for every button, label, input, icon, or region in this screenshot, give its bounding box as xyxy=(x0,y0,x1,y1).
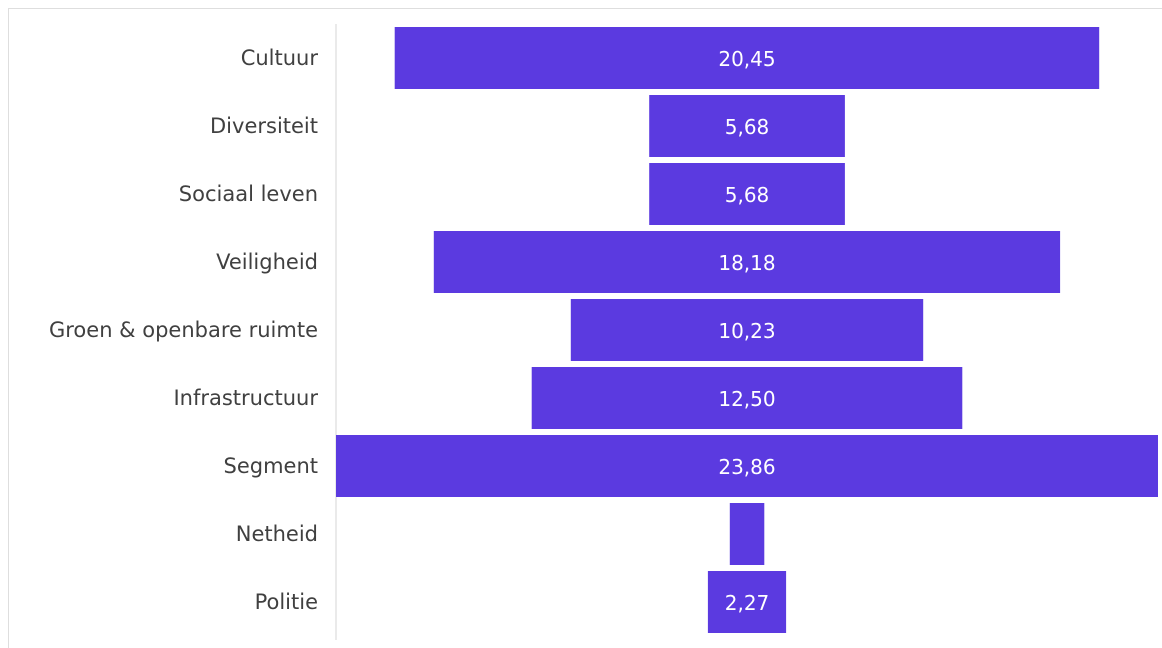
bar-5 xyxy=(531,367,963,429)
value-label: 18,18 xyxy=(718,251,775,275)
value-labels: 20,45 5,68 5,68 18,18 10,23 12,50 23,86 2,27 xyxy=(718,47,775,615)
value-label: 20,45 xyxy=(718,47,775,71)
bar-7 xyxy=(729,503,765,565)
category-label: Groen & openbare ruimte xyxy=(49,318,318,342)
bar-4 xyxy=(570,299,924,361)
category-label: Politie xyxy=(255,590,318,614)
category-label: Netheid xyxy=(236,522,318,546)
bar-1 xyxy=(649,95,845,157)
bar-2 xyxy=(649,163,845,225)
value-label: 12,50 xyxy=(718,387,775,411)
category-label: Infrastructuur xyxy=(173,386,318,410)
bar-6 xyxy=(336,435,1158,497)
value-label: 10,23 xyxy=(718,319,775,343)
bar-0 xyxy=(394,27,1100,89)
chart-frame xyxy=(8,8,1162,648)
value-label: 2,27 xyxy=(725,591,770,615)
bar-group xyxy=(336,27,1158,633)
value-label: 23,86 xyxy=(718,455,775,479)
bar-3 xyxy=(433,231,1061,293)
category-label: Diversiteit xyxy=(210,114,318,138)
value-label: 5,68 xyxy=(725,115,770,139)
category-label: Cultuur xyxy=(241,46,319,70)
category-label: Veiligheid xyxy=(216,250,318,274)
category-label: Sociaal leven xyxy=(179,182,318,206)
category-label: Segment xyxy=(224,454,319,478)
category-labels: Cultuur Diversiteit Sociaal leven Veilighei… xyxy=(49,46,318,614)
bar-8 xyxy=(707,571,787,633)
value-label: 5,68 xyxy=(725,183,770,207)
